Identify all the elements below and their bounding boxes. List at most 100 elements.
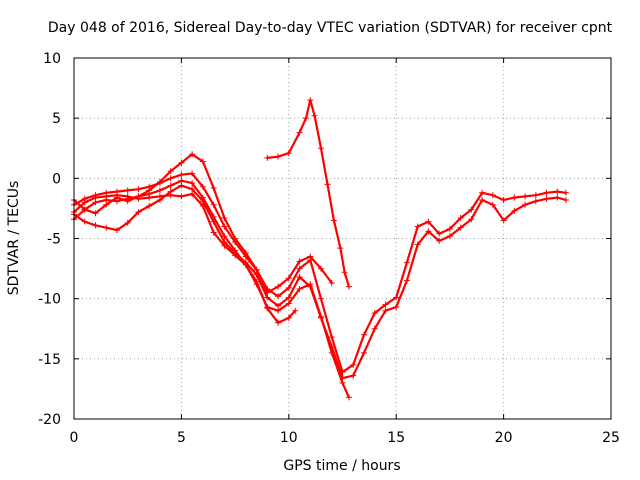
data-point — [345, 394, 352, 401]
data-point — [156, 187, 163, 194]
data-point — [232, 249, 239, 256]
data-point — [285, 294, 292, 301]
x-tick-label: 15 — [387, 430, 405, 446]
data-point — [318, 295, 325, 302]
data-point — [446, 233, 453, 240]
data-point — [500, 196, 507, 203]
data-point — [446, 225, 453, 232]
data-point — [199, 198, 206, 205]
data-point — [328, 334, 335, 341]
data-point — [285, 150, 292, 157]
data-point — [199, 158, 206, 165]
data-point — [403, 277, 410, 284]
data-point — [124, 219, 131, 226]
data-point — [318, 265, 325, 272]
data-point — [328, 280, 335, 287]
y-tick-label: 10 — [43, 51, 61, 67]
data-point — [210, 201, 217, 208]
data-point — [554, 188, 561, 195]
y-tick-label: 0 — [52, 171, 61, 187]
data-point — [146, 203, 153, 210]
data-point — [189, 151, 196, 158]
data-point — [296, 274, 303, 281]
data-point — [307, 283, 314, 290]
data-point — [414, 223, 421, 230]
data-point — [92, 210, 99, 217]
series-pass-3 — [71, 170, 569, 376]
y-axis-label: SDTVAR / TECUs — [6, 181, 22, 296]
data-point — [253, 281, 260, 288]
x-tick-label: 25 — [602, 430, 620, 446]
data-point — [285, 314, 292, 321]
data-point — [189, 180, 196, 187]
data-point — [296, 129, 303, 136]
data-point — [554, 194, 561, 201]
data-point — [264, 304, 271, 311]
data-point — [167, 168, 174, 175]
data-point — [543, 195, 550, 202]
data-point — [382, 307, 389, 314]
data-point — [156, 178, 163, 185]
data-point — [275, 293, 282, 300]
data-point — [360, 331, 367, 338]
data-point — [393, 304, 400, 311]
data-point — [532, 198, 539, 205]
data-point — [178, 182, 185, 189]
data-point — [167, 182, 174, 189]
data-point — [210, 218, 217, 225]
x-tick-label: 5 — [177, 430, 186, 446]
data-point — [275, 302, 282, 309]
data-point — [307, 97, 314, 104]
data-point — [296, 286, 303, 293]
chart-title: Day 048 of 2016, Sidereal Day-to-day VTE… — [48, 20, 613, 36]
data-point — [275, 283, 282, 290]
data-point — [113, 188, 120, 195]
data-point — [414, 241, 421, 248]
axis-ticks: 0 5 10 15 20 25 -20 -15 -10 -5 0 5 10 — [38, 51, 620, 446]
data-point — [489, 201, 496, 208]
data-point — [511, 207, 518, 214]
data-point — [285, 275, 292, 282]
data-point — [167, 188, 174, 195]
data-point — [307, 253, 314, 260]
data-point — [532, 192, 539, 199]
data-point — [275, 319, 282, 326]
data-point — [403, 259, 410, 266]
data-point — [275, 153, 282, 160]
data-point — [350, 372, 357, 379]
y-tick-label: -5 — [47, 232, 61, 248]
data-point — [489, 192, 496, 199]
data-point — [199, 183, 206, 190]
series-layer — [71, 97, 569, 401]
data-point — [124, 187, 131, 194]
data-point — [146, 187, 153, 194]
data-point — [103, 189, 110, 196]
data-point — [328, 343, 335, 350]
series-pass-5 — [71, 151, 335, 296]
data-point — [156, 196, 163, 203]
data-point — [500, 217, 507, 224]
data-point — [468, 206, 475, 213]
data-point — [189, 170, 196, 177]
data-point — [511, 194, 518, 201]
data-point — [341, 269, 348, 276]
data-point — [135, 186, 142, 193]
data-point — [221, 239, 228, 246]
y-tick-label: -20 — [38, 412, 61, 428]
data-point — [81, 195, 88, 202]
data-point — [371, 325, 378, 332]
data-point — [337, 245, 344, 252]
data-point — [92, 192, 99, 199]
data-point — [210, 229, 217, 236]
data-point — [324, 181, 331, 188]
data-point — [562, 189, 569, 196]
data-point — [285, 300, 292, 307]
data-point — [425, 228, 432, 235]
data-point — [92, 199, 99, 206]
data-point — [81, 206, 88, 213]
data-point — [221, 223, 228, 230]
data-point — [253, 266, 260, 273]
x-tick-label: 10 — [280, 430, 298, 446]
data-point — [522, 201, 529, 208]
y-tick-label: -10 — [38, 292, 61, 308]
